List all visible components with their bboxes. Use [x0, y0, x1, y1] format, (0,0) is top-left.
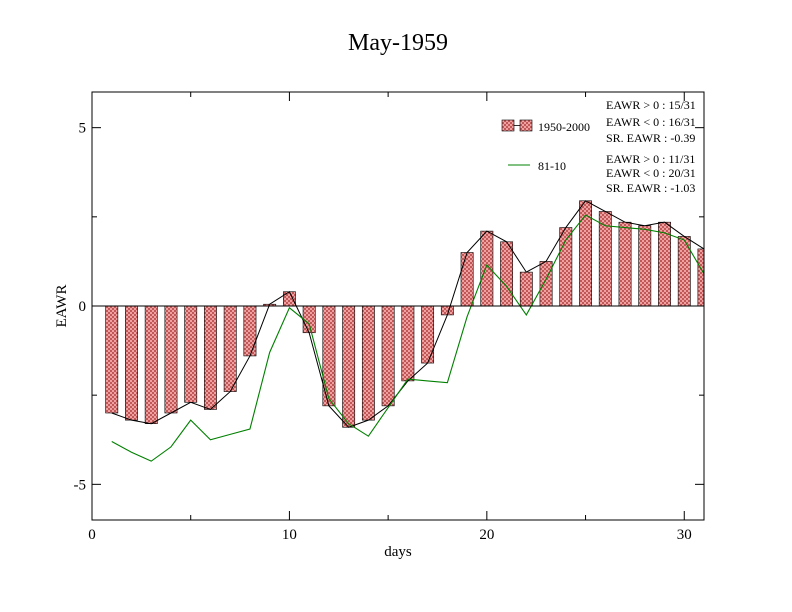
- bar-day-11: [302, 305, 316, 334]
- bar-day-16: [401, 305, 415, 382]
- stat-1950-positive: EAWR > 0 : 15/31: [606, 98, 696, 112]
- stat-8110-sr: SR. EAWR : -1.03: [606, 181, 695, 195]
- bar-day-1: [105, 305, 119, 414]
- x-tick-label-10: 10: [282, 527, 297, 543]
- stat-8110-negative: EAWR < 0 : 20/31: [606, 166, 696, 180]
- y-tick-label-5: 5: [79, 121, 87, 137]
- bar-day-21: [500, 241, 514, 307]
- axes: 0 10 20 30 5 0 -5: [74, 92, 704, 543]
- bar-day-14: [361, 305, 375, 421]
- bar-day-2: [125, 305, 138, 421]
- x-tick-label-20: 20: [479, 527, 494, 543]
- series-81-10-line: [111, 214, 705, 462]
- plot-area: [92, 200, 705, 462]
- bar-day-4: [164, 305, 178, 414]
- bar-day-15: [381, 305, 395, 407]
- bar-day-19: [460, 252, 474, 307]
- bar-day-31: [697, 248, 705, 307]
- legend-swatch-bar-2: [519, 119, 533, 132]
- bar-day-28: [638, 225, 652, 307]
- bar-day-22: [519, 271, 533, 307]
- x-tick-label-30: 30: [677, 527, 692, 543]
- bar-day-8: [243, 305, 257, 357]
- series-1950-2000-line: [111, 200, 705, 428]
- y-tick-label-0: 0: [79, 299, 87, 315]
- bar-day-7: [223, 305, 237, 392]
- chart-title: May-1959: [348, 30, 448, 56]
- stat-1950-sr: SR. EAWR : -0.39: [606, 131, 695, 145]
- bar-day-25: [579, 200, 592, 307]
- legend-label-1950-2000: 1950-2000: [538, 120, 590, 134]
- bar-day-20: [480, 230, 494, 307]
- bar-day-5: [184, 305, 198, 403]
- bar-day-27: [618, 221, 632, 307]
- bar-day-3: [144, 305, 158, 424]
- stat-8110-positive: EAWR > 0 : 11/31: [606, 152, 695, 166]
- bar-day-6: [204, 305, 217, 410]
- legend-swatch-bar: [501, 119, 515, 132]
- x-tick-label-0: 0: [88, 527, 96, 543]
- bar-day-23: [539, 261, 553, 307]
- legend-label-81-10: 81-10: [538, 159, 566, 173]
- y-axis-label: EAWR: [54, 285, 70, 328]
- bar-day-17: [421, 305, 435, 364]
- x-axis-label: days: [384, 544, 412, 560]
- stat-1950-negative: EAWR < 0 : 16/31: [606, 115, 696, 129]
- legend: 1950-2000 81-10 EAWR > 0 : 15/31 EAWR < …: [501, 98, 696, 195]
- y-tick-label--5: -5: [74, 477, 87, 493]
- bar-day-13: [342, 305, 356, 428]
